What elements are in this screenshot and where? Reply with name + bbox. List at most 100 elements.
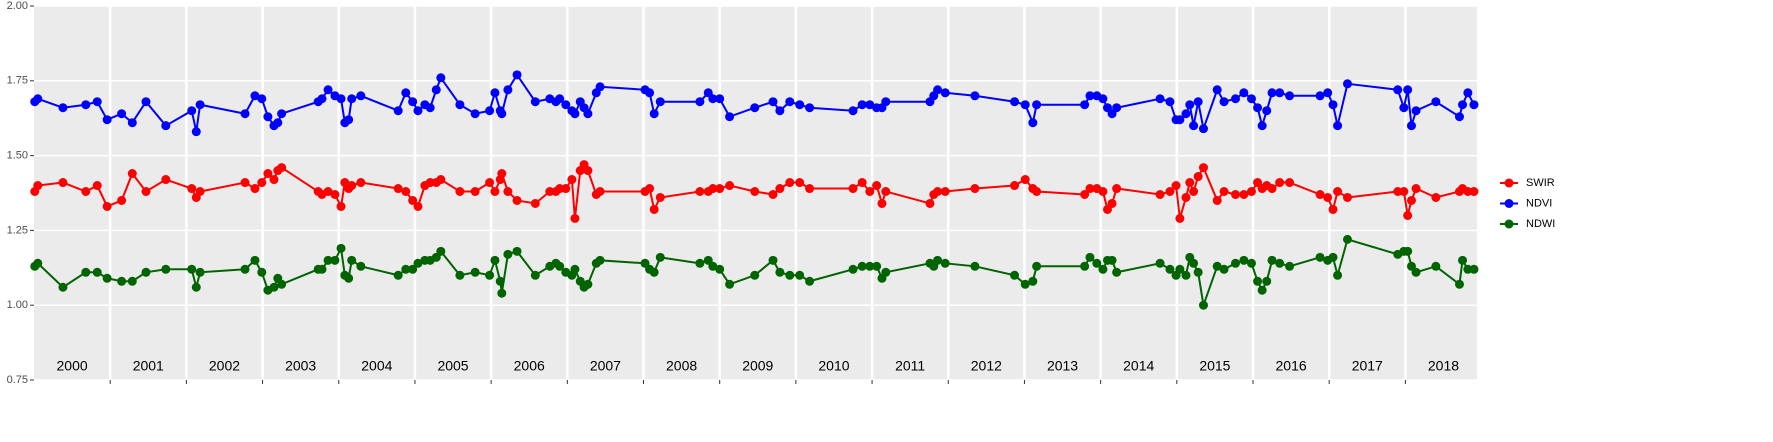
data-point (277, 279, 287, 289)
data-point (1285, 178, 1295, 188)
data-point (497, 288, 507, 298)
data-point (347, 94, 357, 104)
data-point (655, 192, 665, 202)
data-point (1323, 192, 1333, 202)
data-point (1230, 258, 1240, 268)
data-point (1112, 103, 1122, 113)
data-point (1399, 187, 1409, 197)
data-point (102, 201, 112, 211)
data-point (393, 184, 403, 194)
data-point (785, 178, 795, 188)
data-point (33, 258, 43, 268)
data-point (595, 255, 605, 265)
data-point (240, 264, 250, 274)
data-point (503, 187, 513, 197)
data-point (555, 94, 565, 104)
data-point (336, 201, 346, 211)
data-point (645, 184, 655, 194)
data-point (117, 195, 127, 205)
data-point (857, 100, 867, 110)
data-point (1155, 94, 1165, 104)
data-point (1193, 172, 1203, 182)
data-point (1171, 181, 1181, 191)
data-point (470, 267, 480, 277)
data-point (1080, 100, 1090, 110)
data-point (187, 106, 197, 116)
y-tick-label: 1.00 (7, 299, 28, 311)
data-point (1032, 187, 1042, 197)
data-point (195, 267, 205, 277)
data-point (347, 255, 357, 265)
x-year-label: 2014 (1123, 358, 1154, 374)
data-point (347, 181, 357, 191)
data-point (1239, 88, 1249, 98)
data-point (512, 70, 522, 80)
data-point (1085, 184, 1095, 194)
data-point (317, 264, 327, 274)
data-point (555, 261, 565, 271)
data-point (470, 187, 480, 197)
legend-key-point (1504, 178, 1514, 188)
x-year-label: 2015 (1199, 358, 1230, 374)
data-point (1315, 91, 1325, 101)
data-point (1219, 187, 1229, 197)
data-point (1155, 258, 1165, 268)
data-point (848, 184, 858, 194)
data-point (257, 178, 267, 188)
data-point (872, 261, 882, 271)
data-point (317, 94, 327, 104)
data-point (1107, 198, 1117, 208)
data-point (1028, 276, 1038, 286)
data-point (1469, 187, 1479, 197)
data-point (857, 261, 867, 271)
data-point (1098, 264, 1108, 274)
data-point (785, 270, 795, 280)
data-point (1112, 267, 1122, 277)
data-point (1262, 276, 1272, 286)
x-year-label: 2011 (895, 358, 925, 374)
data-point (1032, 100, 1042, 110)
data-point (81, 100, 91, 110)
data-point (1315, 189, 1325, 199)
data-point (413, 106, 423, 116)
data-point (881, 187, 891, 197)
data-point (195, 187, 205, 197)
data-point (436, 246, 446, 256)
data-point (785, 97, 795, 107)
data-point (881, 97, 891, 107)
data-point (933, 85, 943, 95)
x-year-label: 2018 (1428, 358, 1459, 374)
data-point (1175, 264, 1185, 274)
data-point (1020, 175, 1030, 185)
data-point (1189, 121, 1199, 131)
data-point (1411, 106, 1421, 116)
data-point (92, 97, 102, 107)
data-point (187, 184, 197, 194)
data-point (1098, 94, 1108, 104)
data-point (1333, 270, 1343, 280)
data-point (570, 109, 580, 119)
x-year-label: 2001 (133, 358, 164, 374)
data-point (1010, 181, 1020, 191)
data-point (117, 109, 127, 119)
data-point (1098, 187, 1108, 197)
data-point (408, 97, 418, 107)
data-point (127, 276, 137, 286)
data-point (273, 118, 283, 128)
data-point (530, 97, 540, 107)
x-year-label: 2005 (437, 358, 468, 374)
data-point (257, 94, 267, 104)
x-year-label: 2016 (1276, 358, 1307, 374)
x-year-label: 2010 (818, 358, 849, 374)
data-point (1333, 121, 1343, 131)
data-point (431, 85, 441, 95)
data-point (925, 198, 935, 208)
data-point (1333, 187, 1343, 197)
data-point (530, 270, 540, 280)
data-point (277, 163, 287, 173)
data-point (191, 127, 201, 137)
data-point (1399, 103, 1409, 113)
data-point (649, 109, 659, 119)
data-point (1342, 79, 1352, 89)
data-point (269, 175, 279, 185)
